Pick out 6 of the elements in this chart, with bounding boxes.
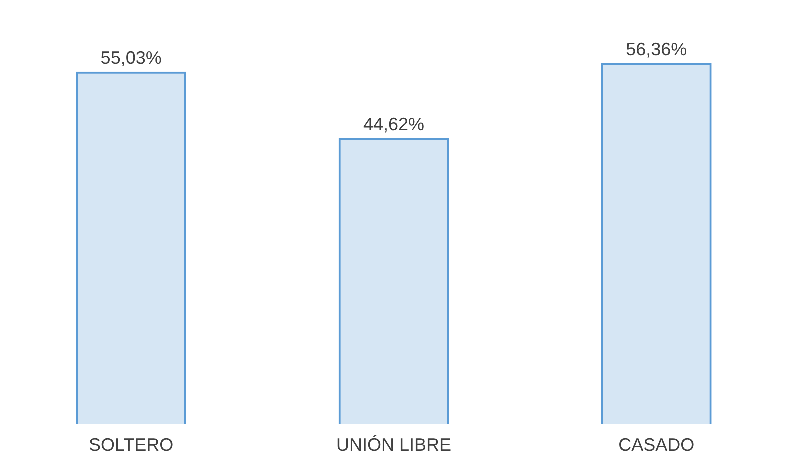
x-tick-label: SOLTERO <box>88 435 174 456</box>
x-tick-label: CASADO <box>618 435 695 456</box>
x-tick-label: UNIÓN LIBRE <box>336 435 452 456</box>
data-label: 56,36% <box>626 39 688 60</box>
data-label: 44,62% <box>363 114 425 135</box>
data-label: 55,03% <box>100 48 162 68</box>
